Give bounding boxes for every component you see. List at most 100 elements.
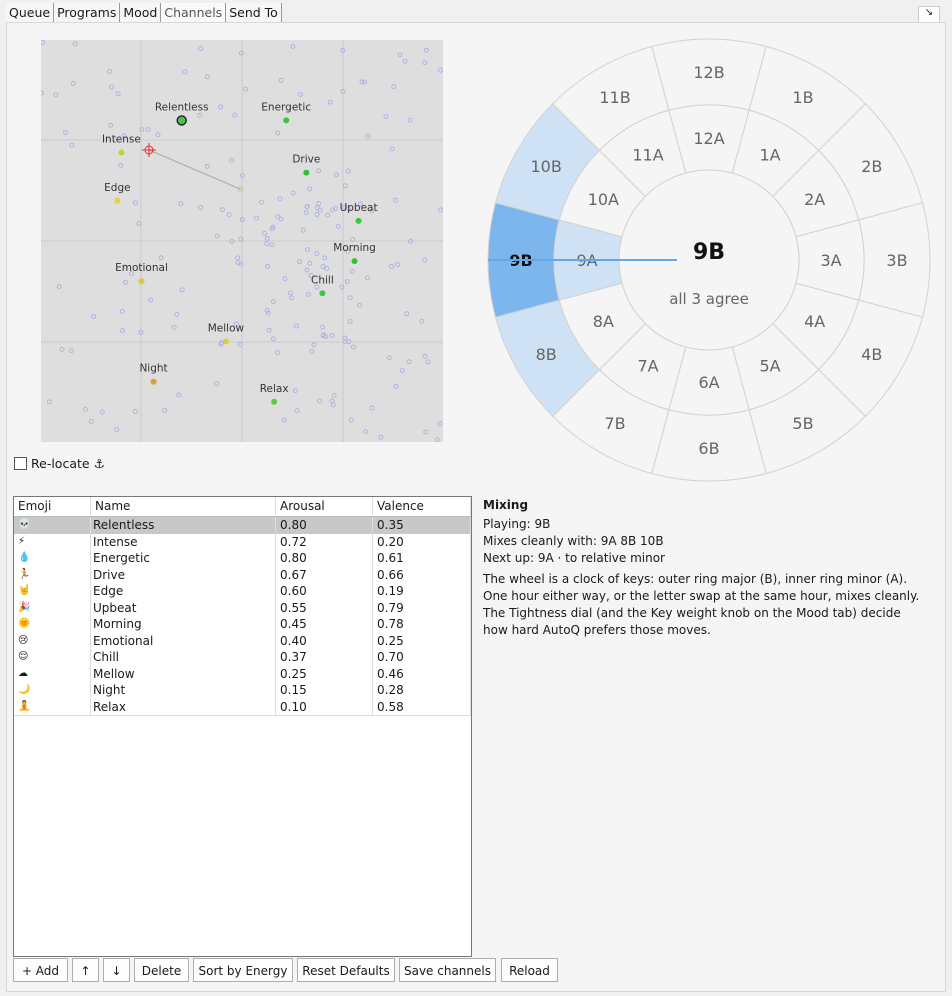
track-dot — [120, 328, 125, 334]
track-dot — [364, 275, 370, 281]
relocate[interactable]: Re-locate ⚓ — [14, 456, 105, 471]
track-dot — [344, 279, 350, 285]
anchor-icon: ⚓ — [93, 456, 105, 471]
table-row[interactable]: 🤘 Edge 0.60 0.19 — [14, 583, 471, 601]
track-dot — [262, 230, 268, 236]
checkbox[interactable] — [14, 457, 27, 470]
track-dot — [425, 359, 431, 365]
track-dot — [148, 297, 154, 303]
mood-point[interactable] — [176, 115, 187, 126]
mood-point[interactable] — [319, 290, 326, 297]
mood-point[interactable] — [118, 149, 125, 156]
mood-map[interactable]: ☆ Relentless Intense Energetic Drive Edge Upb… — [41, 40, 443, 442]
map-grid — [41, 40, 443, 442]
emoji-cell: 💀 — [14, 517, 91, 534]
mood-point[interactable] — [222, 338, 229, 345]
outer-key-label: 10B — [531, 157, 562, 176]
track-dot — [204, 163, 210, 169]
track-dot — [408, 238, 414, 244]
track-dot — [107, 68, 113, 74]
mixing-panel: Mixing Playing: 9B Mixes cleanly with: 9A… — [483, 497, 923, 639]
button[interactable]: ↓ — [103, 958, 130, 982]
table-row[interactable]: 💧 Energetic 0.80 0.61 — [14, 550, 471, 568]
value-cell: 0.25 — [373, 632, 471, 649]
track-dot — [316, 168, 322, 174]
table-row[interactable]: 🎉 Upbeat 0.55 0.79 — [14, 599, 471, 617]
name-cell: Morning — [14, 616, 276, 633]
track-dot — [88, 418, 94, 424]
tab[interactable]: Programs — [54, 3, 121, 23]
track-dot — [434, 437, 440, 442]
tab[interactable]: Mood — [120, 3, 162, 23]
track-dot — [386, 355, 392, 361]
track-dot — [358, 201, 363, 207]
track-dot — [114, 426, 120, 432]
track-dot — [317, 398, 322, 404]
mood-point[interactable] — [138, 278, 145, 285]
track-dot — [297, 259, 302, 265]
tab[interactable]: Send To — [226, 3, 282, 23]
track-dot — [176, 392, 182, 398]
track-dot — [303, 210, 309, 215]
emoji-cell: 🎉 — [14, 599, 91, 616]
column-header[interactable]: Valence — [373, 497, 471, 516]
tab[interactable]: Queue — [6, 3, 55, 23]
column-header[interactable]: Arousal — [276, 497, 373, 516]
button[interactable]: Delete — [134, 958, 189, 982]
key-wheel[interactable]: 12B 1B 2B 3B 4B 5B 6B 7B 8B 9B 10B 11B 12A 1A 2A 3A 4A 5A… — [480, 30, 940, 490]
track-dot — [229, 238, 235, 244]
button[interactable]: ↑ — [72, 958, 99, 982]
track-dot — [330, 402, 336, 408]
table-row[interactable]: 💀 Relentless 0.80 0.35 — [14, 517, 471, 535]
value-cell: 0.37 — [276, 649, 373, 666]
track-dot — [311, 342, 317, 348]
track-dot — [277, 196, 283, 202]
track-dot — [297, 91, 303, 97]
inner-key-label: 8A — [593, 312, 614, 331]
track-dot — [179, 287, 185, 293]
table-row[interactable]: ⚡ Intense 0.72 0.20 — [14, 533, 471, 551]
track-dot — [406, 359, 412, 365]
track-dot — [239, 217, 245, 222]
tab[interactable]: Channels — [161, 3, 227, 23]
mood-point[interactable] — [303, 169, 310, 176]
table-row[interactable]: 🧘 Relax 0.10 0.58 — [14, 698, 471, 716]
track-dot — [108, 84, 114, 90]
value-cell: 0.55 — [276, 599, 373, 616]
mood-point[interactable] — [271, 398, 278, 405]
inner-key-label: 1A — [759, 145, 780, 164]
track-dot — [422, 257, 428, 263]
table-row[interactable]: 🏃 Drive 0.67 0.66 — [14, 566, 471, 584]
track-dot — [342, 183, 348, 189]
track-dot — [314, 284, 320, 290]
mood-point[interactable] — [114, 197, 121, 204]
button[interactable]: Reload — [501, 958, 558, 982]
table-row[interactable]: 😢 Emotional 0.40 0.25 — [14, 632, 471, 650]
mood-point[interactable] — [283, 117, 290, 124]
name-cell: Edge — [14, 583, 276, 600]
button[interactable]: + Add — [13, 958, 68, 982]
track-dot — [198, 204, 203, 210]
column-header[interactable]: Emoji — [14, 497, 91, 516]
table-row[interactable]: 🌞 Morning 0.45 0.78 — [14, 616, 471, 634]
value-cell: 0.20 — [373, 533, 471, 550]
mood-point[interactable] — [150, 378, 157, 385]
track-dot — [226, 212, 232, 218]
value-cell: 0.61 — [373, 550, 471, 567]
track-dot — [278, 216, 284, 222]
table-row[interactable]: 😌 Chill 0.37 0.70 — [14, 649, 471, 667]
track-dot — [345, 249, 351, 255]
column-header[interactable]: Name — [91, 497, 276, 516]
table-row[interactable]: 🌙 Night 0.15 0.28 — [14, 682, 471, 700]
button[interactable]: Save channels — [399, 958, 496, 982]
track-dot — [438, 67, 443, 73]
track-dot — [348, 417, 354, 423]
track-dot — [41, 90, 44, 96]
table-row[interactable]: ☁ Mellow 0.25 0.46 — [14, 665, 471, 683]
button[interactable]: Reset Defaults — [297, 958, 395, 982]
button[interactable]: Sort by Energy — [193, 958, 293, 982]
track-dot — [320, 324, 326, 330]
mood-point[interactable] — [355, 217, 362, 224]
track-dot — [122, 264, 128, 270]
mood-point[interactable] — [351, 258, 358, 265]
